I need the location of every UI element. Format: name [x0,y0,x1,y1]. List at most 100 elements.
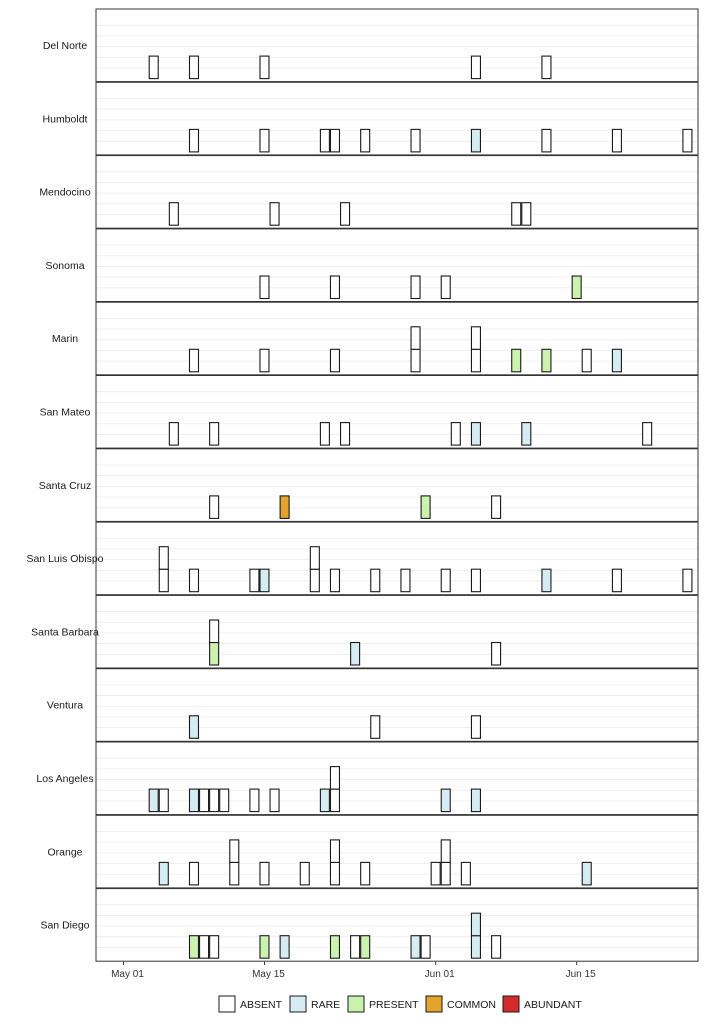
observation-bar-absent [410,275,421,300]
observation-bar-absent [682,568,693,593]
facet-label: San Diego [40,920,89,932]
observation-bar-absent [360,861,371,886]
facet-label: San Luis Obispo [26,553,103,565]
observation-bar-absent [400,568,411,593]
observation-bar-absent [541,128,552,153]
observation-bar-absent [269,788,280,813]
observation-bar-absent [410,326,421,350]
observation-bar-absent [249,568,260,593]
facet-panel-border [95,301,699,376]
observation-bar-common [279,495,290,519]
observation-bar-absent [329,568,341,593]
facet-label: Sonoma [45,260,84,272]
facet-label: Marin [52,333,78,345]
facet-panel-background [96,9,698,82]
facet-mendocino: Mendocino [39,155,699,229]
facet-ventura: Ventura [47,668,699,742]
observation-bar-absent [329,275,341,300]
facet-label: Humboldt [43,113,88,125]
observation-bar-absent [470,568,482,593]
legend-swatch-common [425,995,443,1013]
observation-bar-absent [491,935,502,959]
facet-panel-background [96,742,698,815]
observation-bar-rare [521,422,532,446]
observation-bar-absent [329,861,341,886]
observation-bar-present [420,495,431,519]
facet-santa-barbara: Santa Barbara [31,594,699,669]
facet-panel-background [96,595,698,668]
observation-bar-absent [440,568,451,593]
legend-swatch-abundant [502,995,520,1013]
observation-bar-absent [350,935,361,959]
observation-bar-absent [581,348,592,373]
facet-orange: Orange [47,814,699,889]
facet-panel-background [96,155,698,229]
observation-bar-present [511,348,522,373]
observation-bar-absent [259,55,270,80]
facet-panel-background [96,375,698,449]
observation-bar-absent [470,715,482,739]
observation-bar-rare [259,568,270,593]
observation-bar-absent [420,935,431,959]
observation-bar-absent [611,128,622,153]
observation-bar-absent [188,348,200,373]
facet-san-mateo: San Mateo [40,375,699,449]
observation-bar-absent [168,202,179,226]
facet-label: Orange [47,846,82,858]
observation-bar-absent [329,348,341,373]
facet-panel-border [95,521,699,596]
facet-panel-border [95,81,699,156]
observation-bar-absent [148,55,159,80]
facet-humboldt: Humboldt [43,81,699,156]
observation-bar-absent [309,546,320,570]
legend-swatch-rare [289,995,307,1013]
facet-panel-background [96,448,698,522]
observation-bar-absent [158,546,169,570]
facet-panel-background [96,522,698,595]
facet-label: Mendocino [39,187,91,199]
observation-bar-absent [309,568,320,593]
observation-bar-absent [329,766,341,790]
observation-bar-rare [158,861,169,886]
observation-bar-absent [450,422,461,446]
facet-sonoma: Sonoma [45,228,699,302]
legend-label-absent: ABSENT [240,999,283,1011]
observation-bar-absent [209,422,220,446]
x-axis-tick-label: Jun 01 [425,969,455,980]
observation-bar-absent [460,861,471,886]
legend-label-abundant: ABUNDANT [524,999,582,1011]
facet-panel-background [96,82,698,155]
observation-bar-rare [350,641,361,666]
observation-bar-absent [440,861,451,886]
observation-bar-absent [682,128,693,153]
observation-bar-present [360,935,371,959]
observation-bar-present [209,641,220,666]
observation-bar-present [259,935,270,959]
observation-bar-present [188,935,200,959]
observation-bar-absent [209,788,220,813]
facet-label: Los Angeles [36,773,93,785]
facet-san-diego: San Diego [40,888,699,962]
observation-bar-absent [410,128,421,153]
observation-bar-absent [209,935,220,959]
facet-label: Santa Cruz [39,480,92,492]
observation-bar-absent [199,935,210,959]
observation-bar-absent [329,788,341,813]
observation-bar-absent [168,422,179,446]
observation-bar-rare [279,935,290,959]
observation-bar-absent [521,202,532,226]
facet-santa-cruz: Santa Cruz [39,448,699,522]
observation-bar-absent [491,641,502,666]
facet-panel-border [95,888,699,962]
x-axis-tick-label: Jun 15 [566,969,596,980]
observation-bar-rare [541,568,552,593]
facet-label: Del Norte [43,40,88,52]
observation-bar-absent [339,202,351,226]
facet-panel-background [96,668,698,742]
observation-bar-absent [491,495,502,519]
observation-bar-absent [259,348,270,373]
legend-swatch-absent [218,995,236,1013]
facet-san-luis-obispo: San Luis Obispo [26,521,699,596]
facet-panel-border [95,155,699,229]
observation-bar-rare [470,788,482,813]
